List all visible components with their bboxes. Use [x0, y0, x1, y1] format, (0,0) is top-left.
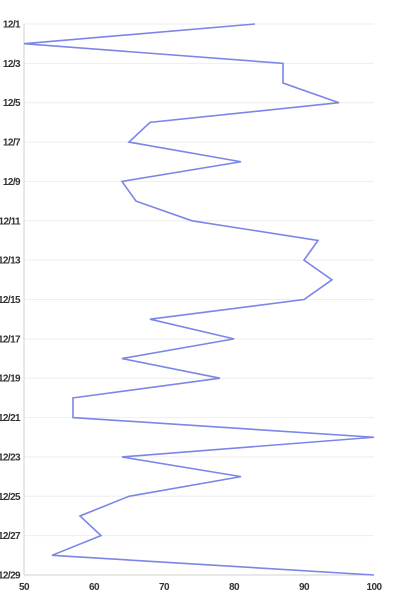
data-point — [135, 200, 137, 202]
data-point — [331, 279, 333, 281]
data-point — [240, 161, 242, 163]
x-tick-label: 100 — [367, 582, 383, 593]
data-point — [100, 534, 102, 536]
y-tick-label: 12/17 — [0, 334, 21, 345]
x-tick-label: 60 — [89, 582, 100, 593]
y-tick-label: 12/23 — [0, 452, 21, 463]
x-tick-label: 70 — [159, 582, 170, 593]
data-point — [149, 121, 151, 123]
y-tick-label: 12/7 — [3, 138, 21, 149]
data-point — [254, 23, 256, 25]
data-point — [128, 141, 130, 143]
series-layer — [23, 23, 375, 576]
data-point — [338, 102, 340, 104]
data-point — [128, 495, 130, 497]
data-point — [282, 62, 284, 64]
data-point — [219, 377, 221, 379]
y-tick-label: 12/15 — [0, 295, 21, 306]
x-tick-label: 50 — [19, 582, 30, 593]
data-point — [191, 220, 193, 222]
data-point — [303, 259, 305, 261]
data-point — [233, 338, 235, 340]
data-point — [282, 82, 284, 84]
series-line — [23, 23, 375, 576]
data-point — [51, 554, 53, 556]
y-tick-label: 12/29 — [0, 571, 21, 582]
y-tick-label: 12/3 — [3, 59, 21, 70]
data-point — [121, 456, 123, 458]
data-point — [373, 574, 375, 576]
y-tick-label: 12/27 — [0, 531, 21, 542]
y-tick-label: 12/19 — [0, 374, 21, 385]
data-point — [149, 318, 151, 320]
grid — [24, 23, 374, 576]
data-point — [72, 416, 74, 418]
data-point — [317, 239, 319, 241]
data-point — [72, 397, 74, 399]
x-tick-label: 80 — [229, 582, 240, 593]
y-tick-label: 12/13 — [0, 256, 21, 267]
y-tick-label: 12/9 — [3, 177, 21, 188]
data-point — [121, 180, 123, 182]
data-point — [23, 42, 25, 44]
data-point — [79, 515, 81, 517]
y-tick-label: 12/21 — [0, 413, 21, 424]
y-tick-label: 12/5 — [3, 98, 21, 109]
y-tick-label: 12/1 — [3, 20, 21, 31]
data-point — [303, 298, 305, 300]
y-tick-label: 12/25 — [0, 492, 21, 503]
data-point — [240, 475, 242, 477]
x-tick-label: 90 — [299, 582, 310, 593]
data-point — [121, 357, 123, 359]
tick-labels: 12/1 12/3 12/5 12/7 12/9 12/11 12/13 12/15 12/17… — [0, 20, 383, 594]
axes — [23, 24, 374, 576]
data-point — [373, 436, 375, 438]
y-tick-label: 12/11 — [0, 216, 21, 227]
